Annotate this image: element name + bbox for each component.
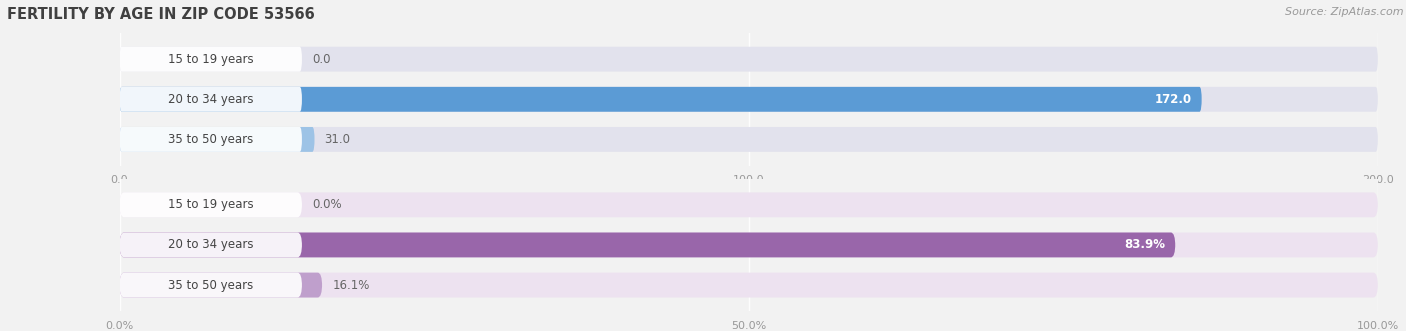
FancyBboxPatch shape xyxy=(120,87,1202,112)
FancyBboxPatch shape xyxy=(120,232,1175,258)
FancyBboxPatch shape xyxy=(120,47,302,71)
FancyBboxPatch shape xyxy=(120,192,302,217)
FancyBboxPatch shape xyxy=(120,273,302,298)
FancyBboxPatch shape xyxy=(120,127,1378,152)
FancyBboxPatch shape xyxy=(120,273,322,298)
FancyBboxPatch shape xyxy=(120,273,1378,298)
FancyBboxPatch shape xyxy=(120,127,302,152)
FancyBboxPatch shape xyxy=(120,47,1378,71)
Text: 35 to 50 years: 35 to 50 years xyxy=(169,133,253,146)
Text: 16.1%: 16.1% xyxy=(332,279,370,292)
FancyBboxPatch shape xyxy=(120,87,302,112)
Text: Source: ZipAtlas.com: Source: ZipAtlas.com xyxy=(1285,7,1403,17)
FancyBboxPatch shape xyxy=(120,232,302,258)
Text: 0.0%: 0.0% xyxy=(312,198,342,211)
Text: 31.0: 31.0 xyxy=(325,133,350,146)
FancyBboxPatch shape xyxy=(120,232,1378,258)
Text: 0.0: 0.0 xyxy=(312,53,330,66)
Text: 20 to 34 years: 20 to 34 years xyxy=(167,238,253,252)
Text: 15 to 19 years: 15 to 19 years xyxy=(167,53,253,66)
Text: 35 to 50 years: 35 to 50 years xyxy=(169,279,253,292)
FancyBboxPatch shape xyxy=(120,192,1378,217)
FancyBboxPatch shape xyxy=(120,87,1378,112)
Text: 20 to 34 years: 20 to 34 years xyxy=(167,93,253,106)
Text: 172.0: 172.0 xyxy=(1154,93,1192,106)
Text: FERTILITY BY AGE IN ZIP CODE 53566: FERTILITY BY AGE IN ZIP CODE 53566 xyxy=(7,7,315,22)
Text: 15 to 19 years: 15 to 19 years xyxy=(167,198,253,211)
Text: 83.9%: 83.9% xyxy=(1125,238,1166,252)
FancyBboxPatch shape xyxy=(120,127,315,152)
